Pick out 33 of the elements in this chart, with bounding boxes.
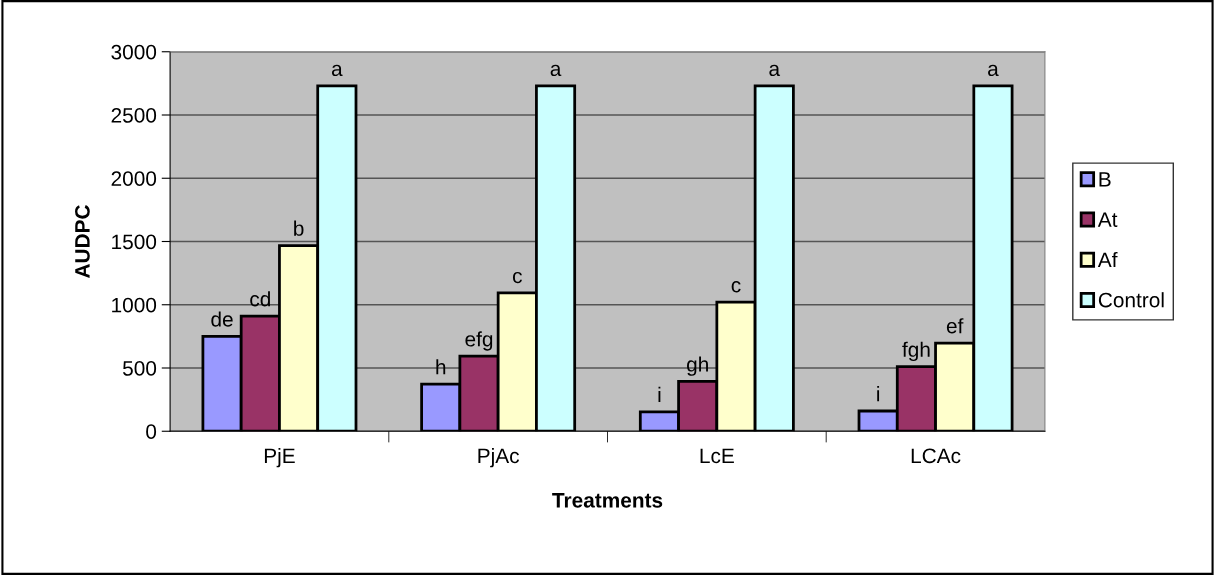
legend-label: Af bbox=[1097, 251, 1118, 268]
legend-label: At bbox=[1097, 212, 1118, 227]
x-axis-title: Treatments bbox=[552, 493, 663, 508]
data-label: i bbox=[877, 386, 880, 402]
x-tick-label: PjE bbox=[264, 447, 295, 468]
data-label: a bbox=[769, 64, 781, 77]
y-tick-label: 1000 bbox=[112, 297, 157, 313]
data-label: a bbox=[988, 64, 999, 77]
data-label: ef bbox=[946, 318, 964, 334]
y-tick-label: 0 bbox=[146, 424, 157, 439]
x-tick-label: PjAc bbox=[478, 447, 520, 468]
data-label: a bbox=[331, 64, 343, 77]
y-tick-label: 2000 bbox=[111, 171, 157, 186]
x-tick-label: LcE bbox=[700, 448, 734, 464]
data-label: b bbox=[294, 220, 304, 236]
y-tick-label: 1500 bbox=[112, 234, 157, 250]
y-tick-label: 2500 bbox=[111, 108, 157, 123]
data-label: c bbox=[731, 281, 741, 293]
y-tick-label: 3000 bbox=[111, 44, 157, 60]
data-label: de bbox=[211, 311, 233, 327]
data-label: h bbox=[436, 359, 446, 375]
data-label: gh bbox=[687, 356, 708, 376]
x-tick-label: LCAc bbox=[911, 448, 961, 464]
data-label: i bbox=[658, 386, 661, 402]
data-label: c bbox=[512, 271, 522, 284]
data-label: cd bbox=[250, 291, 270, 307]
data-label: fgh bbox=[902, 341, 930, 362]
data-label: efg bbox=[465, 331, 493, 351]
y-tick-label: 500 bbox=[122, 361, 157, 376]
legend-label: B bbox=[1099, 172, 1111, 187]
y-axis-title: AUDPC bbox=[75, 205, 90, 279]
data-label: a bbox=[550, 64, 562, 77]
legend-label: Control bbox=[1098, 292, 1164, 308]
